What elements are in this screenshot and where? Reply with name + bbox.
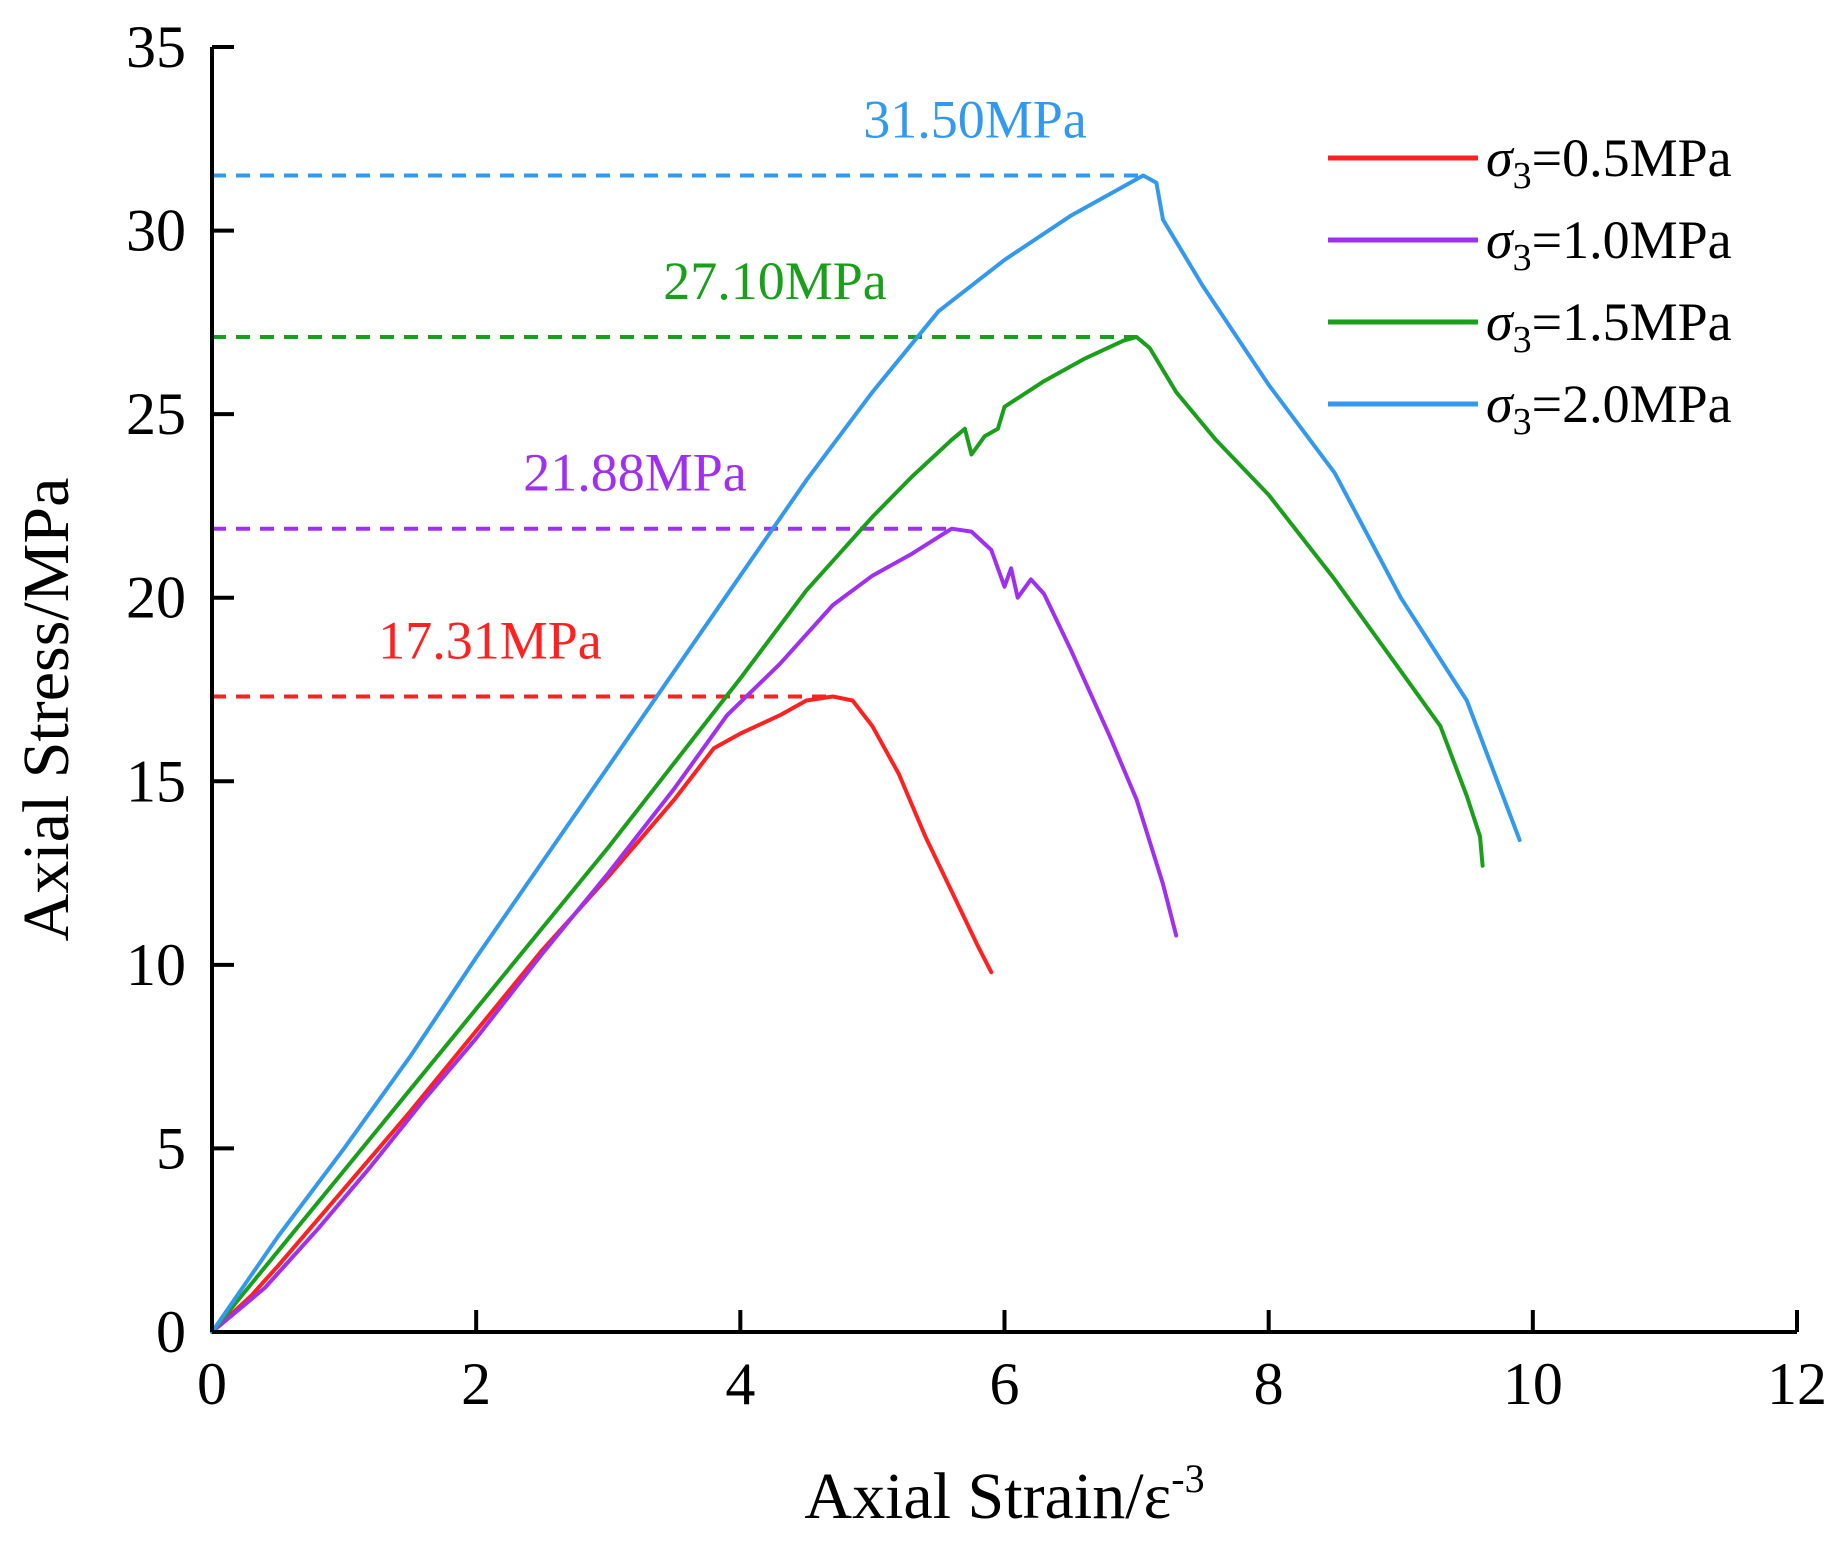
peak-annotations: 17.31MPa 21.88MPa 27.10MPa 31.50MPa (378, 90, 1087, 671)
y-tick-label: 5 (156, 1115, 186, 1181)
ticks-layer: 0 2 4 6 8 10 12 0 5 10 15 20 25 30 35 (126, 14, 1827, 1417)
legend-label: σ3=2.0MPa (1486, 374, 1732, 443)
peak-annotation: 27.10MPa (663, 251, 887, 311)
legend-item: σ3=1.0MPa (1328, 210, 1732, 279)
y-tick-label: 10 (126, 932, 186, 998)
peak-annotation: 17.31MPa (378, 610, 602, 670)
legend-item: σ3=2.0MPa (1328, 374, 1732, 443)
x-tick-label: 4 (725, 1351, 755, 1417)
series-line (210, 694, 994, 1334)
y-tick-label: 35 (126, 14, 186, 80)
legend-label: σ3=1.5MPa (1486, 292, 1732, 361)
x-tick-label: 10 (1503, 1351, 1563, 1417)
series-line (210, 173, 1522, 1334)
x-tick-label: 2 (461, 1351, 491, 1417)
x-tick-label: 0 (197, 1351, 227, 1417)
legend-item: σ3=0.5MPa (1328, 128, 1732, 197)
y-tick-label: 25 (126, 381, 186, 447)
x-tick-label: 8 (1254, 1351, 1284, 1417)
x-tick-label: 12 (1767, 1351, 1827, 1417)
x-tick-label: 6 (990, 1351, 1020, 1417)
series-line (210, 526, 1179, 1334)
y-tick-label: 20 (126, 565, 186, 631)
legend-label: σ3=1.0MPa (1486, 210, 1732, 279)
legend: σ3=0.5MPa σ3=1.0MPa σ3=1.5MPa σ3=2.0MPa (1328, 128, 1732, 443)
series-lines (210, 173, 1522, 1334)
peak-annotation: 21.88MPa (523, 443, 747, 503)
y-tick-label: 0 (156, 1299, 186, 1365)
y-axis-title: Axial Stress/MPa (10, 478, 83, 942)
peak-reference-lines (212, 173, 1144, 699)
y-tick-label: 30 (126, 198, 186, 264)
legend-label: σ3=0.5MPa (1486, 128, 1732, 197)
series-line (210, 335, 1485, 1334)
axes (210, 47, 1797, 1334)
y-tick-label: 15 (126, 748, 186, 814)
peak-annotation: 31.50MPa (863, 90, 1087, 150)
x-axis-title: Axial Strain/ε-3 (804, 1456, 1204, 1533)
legend-item: σ3=1.5MPa (1328, 292, 1732, 361)
